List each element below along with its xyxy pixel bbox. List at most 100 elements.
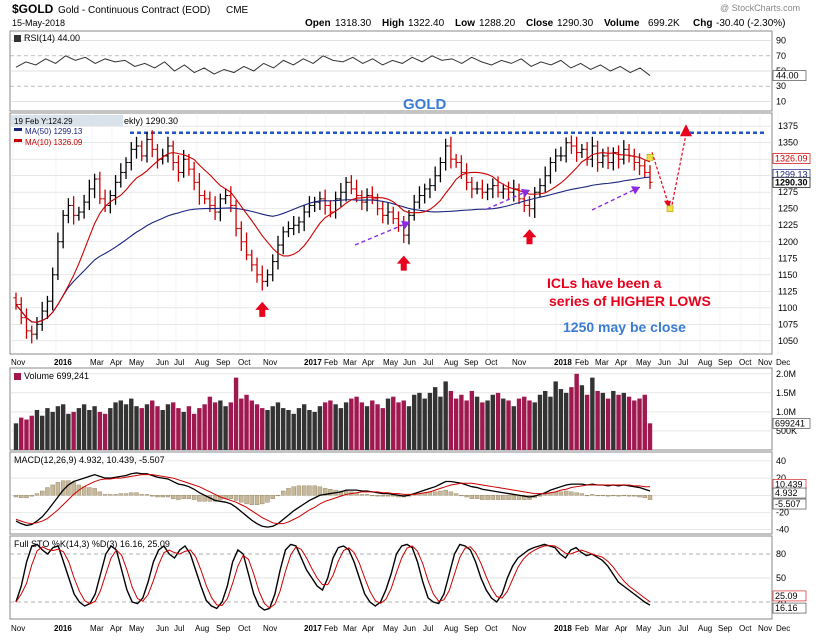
volume-bar (338, 408, 344, 450)
price-tick-label: 1125 (778, 286, 797, 296)
macd-histogram-bar (380, 495, 385, 497)
macd-histogram-bar (459, 495, 464, 497)
volume-bar (207, 396, 213, 450)
volume-bar (469, 390, 475, 450)
icl-annotation-line1: ICLs have been a (547, 275, 662, 291)
macd-histogram-bar (286, 488, 291, 496)
watermark: @ StockCharts.com (720, 3, 800, 13)
macd-histogram-bar (97, 491, 103, 496)
x-axis-label: Nov (11, 358, 25, 367)
volume-bar (307, 410, 312, 450)
volume-bar (522, 396, 527, 450)
price-tick-label: 1050 (778, 336, 798, 346)
price-layer (13, 124, 765, 344)
macd-histogram-bar (647, 495, 653, 500)
macd-histogram-bar (338, 490, 344, 496)
ma10-swatch (14, 139, 22, 142)
macd-histogram-bar (375, 495, 380, 497)
volume-label: Volume (604, 18, 640, 29)
projection-target-marker (666, 205, 674, 213)
price-tick-label: 1175 (778, 253, 797, 263)
macd-histogram-bar (150, 495, 155, 497)
tooltip-tail: ekly) 1290.30 (124, 116, 178, 126)
macd-histogram-bar (301, 485, 307, 496)
high-value: 1322.40 (408, 18, 445, 29)
x-axis-label: Sep (464, 358, 479, 367)
ma10-line (15, 152, 651, 323)
volume-tick-label: 1.5M (776, 388, 796, 398)
x-axis-label: Jun (658, 358, 671, 367)
x-axis-label: Apr (362, 358, 375, 367)
x-axis-label-bottom: Oct (485, 624, 498, 633)
price-tick-label: 1250 (778, 204, 798, 214)
macd-histogram-bar (50, 484, 55, 496)
macd-histogram-bar (197, 495, 202, 502)
price-marker-box (772, 153, 811, 164)
volume-bar (218, 400, 223, 450)
macd-histogram-bar (611, 495, 616, 497)
x-axis-label: Feb (324, 358, 338, 367)
volume-tick-label: 1.0M (776, 407, 796, 417)
macd-histogram-bar (626, 495, 632, 497)
volume-bar (312, 411, 317, 450)
macd-histogram-bar (281, 490, 286, 496)
macd-histogram-bar (55, 482, 61, 496)
x-axis-label-bottom: 2018 (554, 624, 572, 633)
x-axis-label: Oct (238, 358, 251, 367)
icl-annotation-line2: series of HIGHER LOWS (549, 293, 711, 309)
macd-histogram-bar (495, 495, 501, 500)
axis-layer: 907050301044.001375135013251300127512501… (11, 36, 811, 633)
symbol-title: $GOLD (12, 2, 54, 16)
stochastic-k-line (15, 543, 651, 611)
volume-bar (647, 423, 653, 450)
x-axis-label: Sep (216, 358, 231, 367)
volume-bar (249, 400, 254, 450)
volume-bar (228, 402, 234, 450)
macd-histogram-bar (312, 485, 317, 496)
macd-histogram-bar (506, 495, 511, 500)
price-marker-box (772, 176, 811, 188)
x-axis-label-bottom: Jul (174, 624, 184, 633)
macd-histogram-bar (590, 494, 595, 496)
macd-histogram-bar (275, 495, 281, 497)
price-panel (9, 112, 773, 355)
macd-histogram-bar (569, 491, 574, 496)
macd-histogram-bar (45, 487, 50, 496)
volume-bar (55, 406, 61, 450)
macd-histogram-bar (71, 482, 76, 496)
x-axis-label-bottom: Aug (698, 624, 712, 633)
volume-bar (291, 413, 296, 450)
x-axis-label-bottom: 2016 (54, 624, 72, 633)
x-axis-label-bottom: Mar (595, 624, 609, 633)
volume-bar (359, 402, 365, 450)
volume-bar (45, 408, 50, 450)
x-axis-label-bottom: Jun (658, 624, 671, 633)
macd-tick-label: 20 (776, 473, 786, 483)
macd-histogram-bar (501, 495, 506, 500)
chg-value: -30.40 (-2.30%) (716, 18, 785, 29)
volume-tick-label: 500K (776, 426, 797, 436)
stochastic-layer (15, 543, 651, 611)
volume-bar (275, 402, 281, 450)
macd-histogram-bar (480, 495, 485, 500)
volume-bar (616, 394, 621, 450)
volume-bar (197, 408, 202, 450)
volume-bar (317, 406, 323, 450)
rsi-line (15, 55, 651, 76)
macd-histogram-bar (584, 495, 590, 497)
macd-histogram-bar (212, 495, 218, 502)
macd-histogram-bar (228, 495, 234, 499)
icl-arrow-icon (522, 229, 537, 245)
tooltip-box (11, 115, 123, 126)
volume-bar (443, 381, 448, 450)
x-axis-label-bottom: May (129, 624, 144, 633)
higher-low-trend-arrow (486, 189, 531, 210)
volume-bar (254, 404, 260, 450)
x-axis-label-bottom: Jul (423, 624, 433, 633)
volume-bar (422, 398, 427, 450)
x-axis-label-bottom: Feb (324, 624, 338, 633)
volume-bar (343, 402, 349, 450)
x-axis-label: Oct (739, 358, 752, 367)
x-axis-label: 2016 (54, 358, 72, 367)
x-axis-label-bottom: Mar (343, 624, 357, 633)
